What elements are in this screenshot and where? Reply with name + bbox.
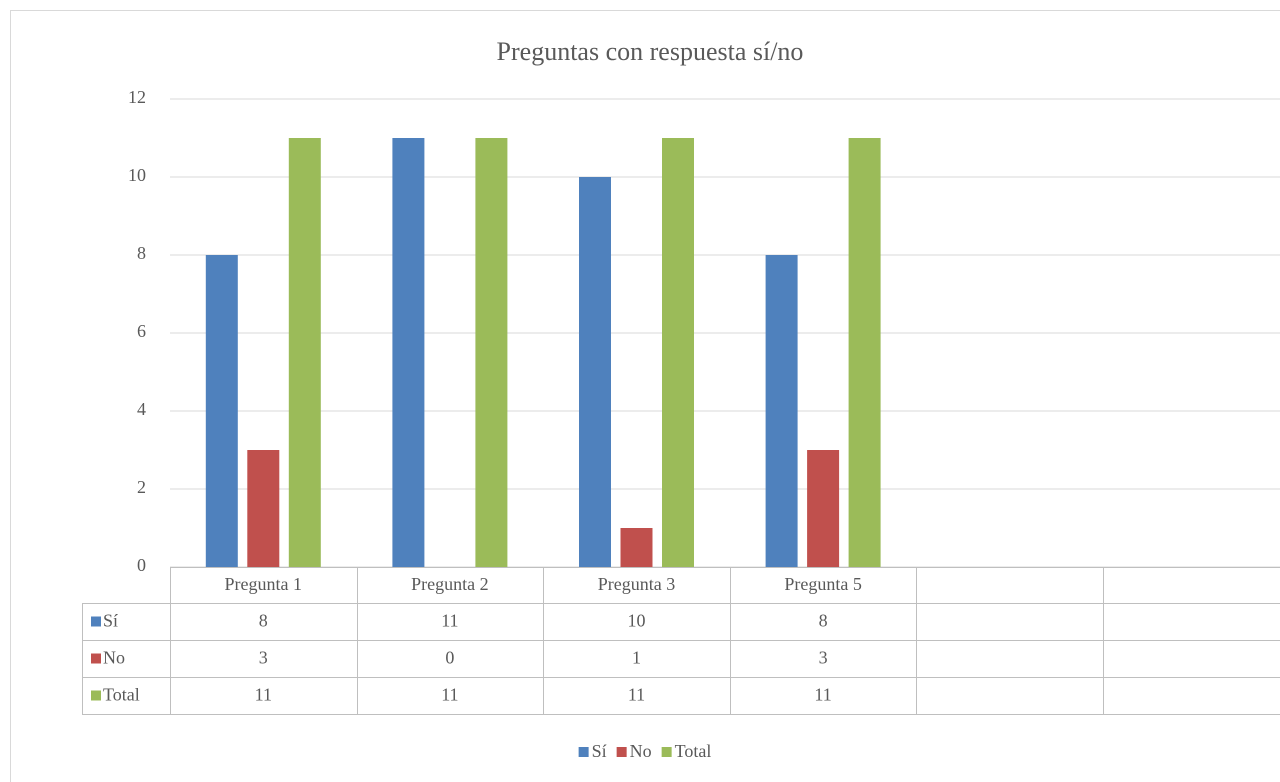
y-tick-label: 6 [137,321,146,341]
chart-frame [10,10,1280,782]
bar [620,528,653,567]
bar [848,138,881,567]
legend-key [578,747,589,757]
table-legend-key [91,653,101,664]
y-tick-label: 0 [137,555,146,575]
legend-key [616,747,627,757]
bar [662,138,694,567]
y-tick-label: 4 [137,399,146,419]
table-value: 0 [445,648,454,668]
table-value: 11 [441,611,458,631]
table-value: 1 [632,648,641,668]
bar [807,450,840,567]
x-tick-label: Pregunta 5 [784,574,861,594]
legend-label: No [630,741,652,761]
table-value: 11 [441,685,458,705]
bar [247,450,280,567]
legend-label: Sí [592,741,607,761]
bar [205,255,238,567]
bar [475,138,508,567]
y-tick-label: 10 [128,165,146,185]
bar [392,138,425,567]
legend-key [661,747,672,757]
table-legend-key [91,616,101,627]
y-tick-label: 12 [128,87,146,107]
table-series-name: No [103,648,125,668]
table-value: 10 [628,611,646,631]
table-value: 3 [819,648,828,668]
bar [765,255,798,567]
bar [579,177,611,567]
x-tick-label: Pregunta 1 [225,574,302,594]
table-value: 11 [814,685,831,705]
chart-title: Preguntas con respuesta sí/no [497,37,804,66]
table-value: 11 [628,685,645,705]
table-series-name: Sí [103,611,118,631]
x-tick-label: Pregunta 3 [598,574,675,594]
table-value: 11 [255,685,272,705]
y-tick-label: 8 [137,243,146,263]
table-series-name: Total [103,685,140,705]
table-value: 3 [259,648,268,668]
table-value: 8 [819,611,828,631]
table-value: 8 [259,611,268,631]
legend-label: Total [675,741,712,761]
table-legend-key [91,690,101,701]
y-tick-label: 2 [137,477,146,497]
bar [288,138,321,567]
x-tick-label: Pregunta 2 [411,574,488,594]
